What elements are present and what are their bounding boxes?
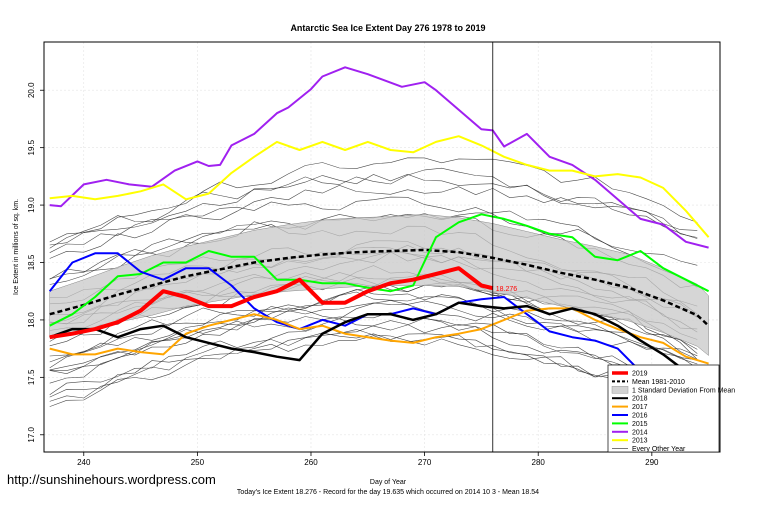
legend-label: 2016 [632,413,648,420]
series-2014 [49,66,709,249]
y-tick-label: 20.0 [27,82,36,98]
other-year-line [49,157,698,246]
other-year-line [49,317,698,394]
other-year-line [49,173,698,243]
footer-stats: Today's Ice Extent 18.276 - Record for t… [237,489,539,496]
other-year-line [49,289,698,365]
other-year-line [49,291,698,369]
y-tick-label: 19.0 [27,197,36,213]
y-tick-label: 18.5 [27,254,36,270]
series-2017 [49,307,709,365]
x-axis-label: Day of Year [370,479,407,486]
series-2019 [49,266,494,340]
legend-label: Mean 1981-2010 [632,379,685,386]
x-tick-label: 290 [645,458,659,467]
other-year-line [49,167,698,249]
x-tick-label: 250 [191,458,205,467]
y-tick-label: 19.5 [27,139,36,155]
legend-swatch [611,386,629,394]
series-2015 [49,213,710,327]
legend-label: 2015 [632,421,648,428]
other-year-line [49,329,698,412]
current-value-label: 18.276 [496,286,518,293]
other-year-line [49,302,698,384]
x-tick-label: 270 [418,458,432,467]
legend-label: 2017 [632,404,648,411]
legend-box [607,364,720,453]
other-year-line [49,334,698,415]
chart-title: Antarctic Sea Ice Extent Day 276 1978 to… [290,23,485,33]
other-year-line [49,332,698,404]
legend-label: 2019 [632,371,648,378]
series-2013 [49,135,710,238]
mean-line [49,248,710,327]
x-tick-label: 280 [532,458,546,467]
other-year-line [49,320,698,398]
other-year-line [49,184,698,259]
legend-label: Every Other Year [632,446,686,453]
other-year-line [49,196,698,288]
legend-label: 2014 [632,429,648,436]
other-year-line [49,312,698,396]
y-tick-label: 17.0 [27,426,36,442]
series-2018 [49,301,710,396]
y-tick-label: 18.0 [27,312,36,328]
year-series: 18.276 [48,42,710,452]
plot-frame [43,41,721,453]
axes: 240 250 260 270 280 290 17.0 17.5 18.0 18.5 19.0 19… [27,82,659,467]
y-tick-label: 17.5 [27,369,36,385]
x-tick-label: 260 [304,458,318,467]
std-dev-area [49,214,709,357]
legend-label: 2013 [632,438,648,445]
legend-label: 2018 [632,396,648,403]
legend-label: 1 Standard Deviation From Mean [632,387,735,394]
y-axis-label: Ice Extent in millions of sq. km. [13,199,20,295]
std-dev-band [49,214,710,357]
x-tick-label: 240 [77,458,91,467]
watermark: http://sunshinehours.wordpress.com [7,472,216,487]
other-year-line [49,300,698,375]
